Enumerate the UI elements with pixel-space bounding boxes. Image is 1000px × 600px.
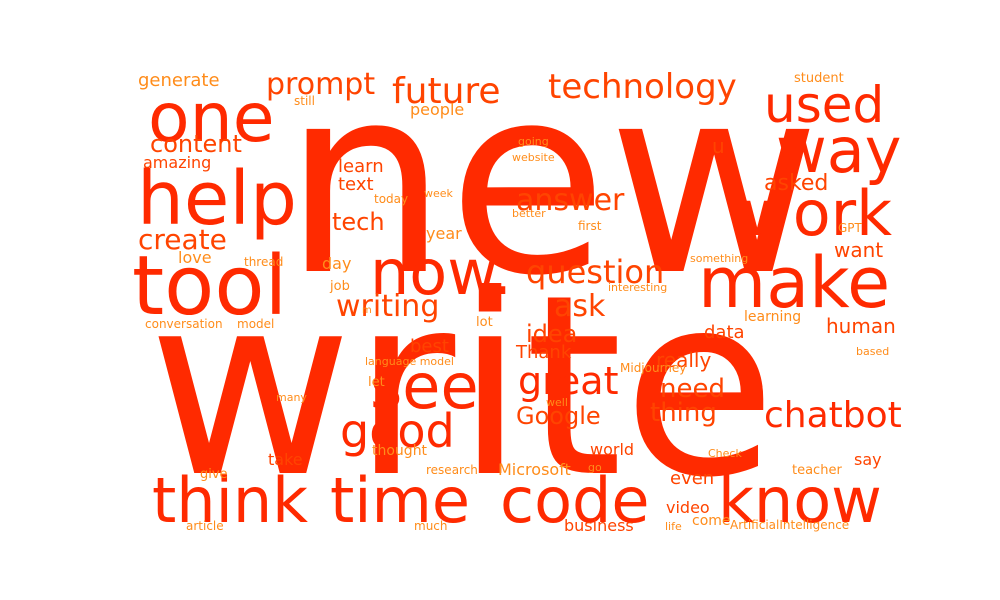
word-say: say	[854, 450, 882, 469]
word-chatbot: chatbot	[764, 395, 902, 436]
word-m: m	[362, 305, 372, 316]
word-content: content	[150, 130, 242, 158]
word-people: people	[410, 100, 465, 119]
word-many: many	[276, 391, 307, 404]
word-world: world	[590, 440, 635, 459]
word-learning: learning	[744, 309, 802, 325]
word-microsoft: Microsoft	[498, 460, 571, 479]
word-help: help	[137, 156, 297, 242]
word-teacher: teacher	[792, 463, 842, 478]
word-new: new	[283, 31, 821, 333]
word-let: let	[368, 375, 385, 390]
word-work: work	[742, 177, 893, 250]
word-best: best	[410, 336, 449, 357]
word-generate: generate	[138, 70, 220, 91]
word-business: business	[564, 516, 634, 535]
word-make: make	[698, 242, 891, 324]
word-google: Google	[516, 402, 601, 430]
word-today: today	[374, 192, 409, 206]
word-tool: tool	[132, 239, 288, 334]
word-time: time	[330, 464, 471, 537]
word-text: text	[338, 174, 374, 195]
word-interesting: interesting	[608, 281, 668, 294]
word-week: week	[424, 187, 453, 200]
word-check: Check	[708, 447, 742, 460]
word-really: really	[656, 348, 712, 372]
word-code: code	[500, 464, 650, 537]
word-ask: ask	[554, 289, 606, 324]
word-question: question	[526, 253, 665, 291]
word-write: write	[148, 241, 777, 532]
word-thread: thread	[244, 255, 284, 269]
word-come: come	[692, 513, 731, 529]
word-midjourney: Midjourney	[620, 361, 687, 375]
word-still: still	[294, 94, 315, 108]
word-technology: technology	[548, 67, 737, 107]
word-human: human	[826, 314, 896, 338]
word-thing: thing	[650, 398, 717, 428]
word-going: going	[518, 135, 549, 148]
word-even: even	[670, 468, 715, 489]
word-data: data	[704, 322, 745, 343]
word-thank: Thank	[516, 342, 572, 363]
word-now: now.	[370, 236, 512, 309]
word-model: model	[237, 317, 275, 331]
word-good: good	[340, 404, 455, 458]
word-life: life	[665, 520, 682, 533]
word-want: want	[834, 238, 884, 262]
word-better: better	[512, 207, 546, 220]
word-used: used	[764, 76, 885, 134]
word-love: love	[178, 248, 212, 267]
word-take: take	[268, 450, 303, 469]
word-research: research	[426, 463, 478, 477]
word-video: video	[666, 498, 710, 517]
word-conversation: conversation	[145, 317, 223, 331]
word-lot: lot	[476, 315, 493, 330]
word-thought: thought	[372, 443, 428, 459]
word-year: year	[426, 224, 462, 243]
word-amazing: amazing	[143, 153, 212, 172]
word-know: know	[718, 464, 882, 537]
word-prompt: prompt	[266, 67, 376, 102]
word-well: well	[546, 396, 568, 409]
word-create: create	[138, 223, 227, 256]
word-much: much	[414, 519, 448, 533]
word-way: way	[776, 114, 902, 187]
word-idea: idea	[526, 320, 578, 348]
word-tech: tech	[332, 208, 385, 236]
word-go: go	[588, 461, 602, 474]
word-gpt: GPT	[838, 221, 862, 235]
word-article: article	[186, 519, 224, 533]
word-writing: writing	[336, 289, 440, 324]
word-website: website	[512, 151, 555, 164]
word-answer: answer	[516, 183, 625, 218]
word-see: see	[370, 350, 479, 423]
word-learn: learn	[338, 156, 384, 177]
word-something: something	[690, 252, 749, 265]
word-one: one	[148, 79, 275, 158]
word-student: student	[794, 71, 844, 86]
word-think: think	[152, 464, 309, 537]
word-give: give	[200, 467, 228, 482]
word-artificial-intelligence: ArtificialIntelligence	[730, 518, 850, 532]
word-first: first	[578, 219, 602, 233]
word-day: day	[322, 254, 352, 273]
word-great: great	[518, 359, 619, 403]
word-asked: asked	[764, 171, 829, 196]
word-language-model: language model	[365, 355, 454, 368]
word-based: based	[856, 345, 890, 358]
word-need: need	[660, 374, 725, 404]
word-job: job	[330, 279, 350, 294]
word-future: future	[392, 71, 501, 112]
word-u: u	[712, 134, 725, 158]
